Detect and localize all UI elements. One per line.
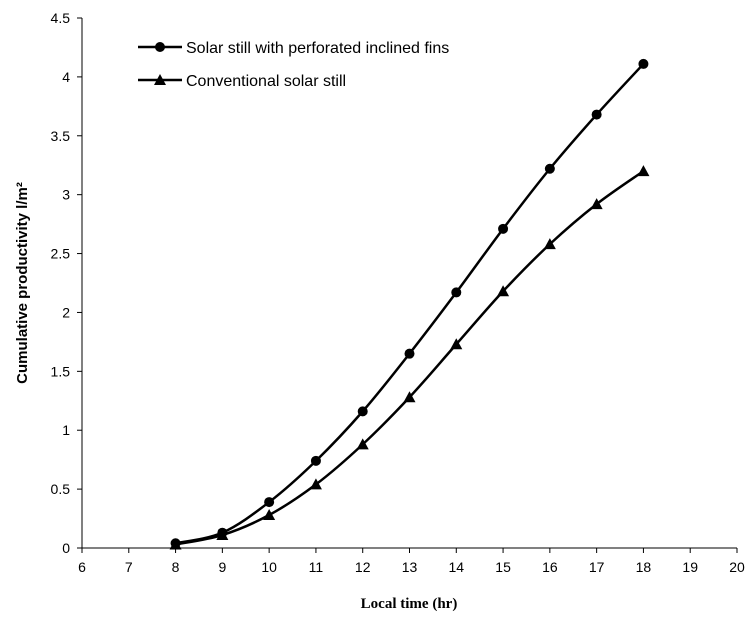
x-tick-label: 19 (682, 559, 698, 575)
legend-item-0: Solar still with perforated inclined fin… (138, 40, 449, 57)
x-tick-label: 9 (218, 559, 226, 575)
x-tick-label: 14 (448, 559, 464, 575)
x-tick-label: 16 (542, 559, 558, 575)
axes (81, 18, 737, 549)
data-point-circle (591, 109, 602, 120)
series-0 (170, 58, 649, 549)
x-tick-label: 7 (125, 559, 133, 575)
x-tick-label: 20 (729, 559, 745, 575)
data-point-circle (498, 223, 509, 234)
series-layer (169, 58, 650, 550)
data-point-circle (310, 455, 321, 466)
legend-marker-1 (154, 74, 166, 85)
y-tick-label: 0.5 (51, 481, 71, 497)
legend: Solar still with perforated inclined fin… (138, 40, 449, 90)
x-tick-label: 8 (172, 559, 180, 575)
legend-label-0: Solar still with perforated inclined fin… (186, 40, 449, 57)
y-ticks: 0 0.5 1 1.5 2 2.5 3 3.5 4 4.5 (51, 10, 82, 556)
data-point-circle (264, 497, 275, 508)
data-point-triangle (637, 165, 650, 177)
data-point-triangle (403, 391, 416, 403)
legend-label-1: Conventional solar still (186, 73, 346, 90)
data-point-triangle (216, 529, 229, 541)
x-tick-label: 17 (589, 559, 605, 575)
x-tick-label: 15 (495, 559, 511, 575)
data-point-triangle (356, 438, 369, 450)
y-tick-label: 2.5 (51, 246, 71, 262)
y-tick-label: 1 (62, 422, 70, 438)
y-tick-label: 2 (62, 304, 70, 320)
x-tick-label: 11 (309, 559, 324, 575)
series-line-0 (175, 63, 645, 545)
data-point-circle (544, 163, 555, 174)
x-tick-label: 13 (402, 559, 418, 575)
y-tick-label: 4 (62, 69, 70, 85)
y-tick-label: 3 (62, 187, 70, 203)
data-point-circle (451, 287, 462, 298)
data-point-circle (404, 348, 415, 359)
y-tick-label: 4.5 (51, 10, 71, 26)
data-point-triangle (543, 238, 556, 250)
data-point-triangle (263, 509, 276, 521)
series-1 (169, 165, 650, 550)
x-ticks: 6 7 8 9 10 11 12 13 14 15 16 17 18 19 20 (78, 548, 745, 575)
data-point-triangle (497, 285, 510, 297)
data-point-circle (638, 58, 649, 69)
data-point-triangle (169, 538, 182, 550)
y-tick-label: 0 (62, 540, 70, 556)
x-axis-label: Local time (hr) (361, 596, 458, 612)
legend-item-1: Conventional solar still (138, 73, 346, 90)
y-axis-label: Cumulative productivity l/m² (14, 182, 31, 384)
x-tick-label: 10 (261, 559, 277, 575)
x-tick-label: 12 (355, 559, 371, 575)
data-point-triangle (450, 338, 463, 350)
x-tick-label: 6 (78, 559, 86, 575)
y-tick-label: 1.5 (51, 363, 71, 379)
data-point-triangle (309, 478, 322, 490)
data-point-triangle (590, 198, 603, 210)
y-tick-label: 3.5 (51, 128, 71, 144)
legend-marker-0 (155, 42, 165, 52)
x-tick-label: 18 (636, 559, 652, 575)
data-point-circle (357, 406, 368, 417)
